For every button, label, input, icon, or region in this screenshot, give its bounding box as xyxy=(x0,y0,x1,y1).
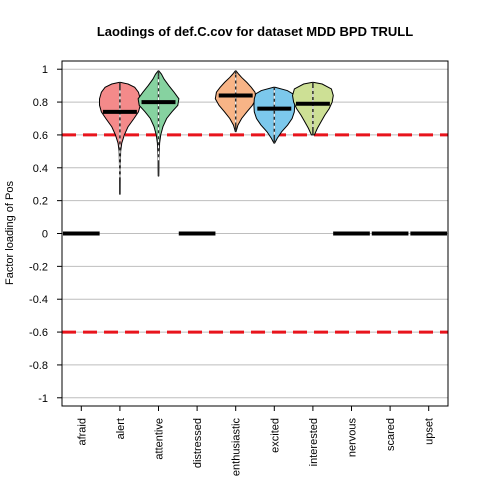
y-tick-label-7: -0.4 xyxy=(29,294,48,306)
y-tick-label-4: 0.2 xyxy=(33,196,48,208)
x-tick-label-enthusiastic: enthusiastic xyxy=(231,418,243,477)
x-tick-label-scared: scared xyxy=(385,418,397,451)
y-tick-label-3: 0.4 xyxy=(33,163,48,175)
x-tick-label-afraid: afraid xyxy=(76,418,88,446)
chart-title: Laodings of def.C.cov for dataset MDD BP… xyxy=(97,24,413,39)
x-axis: afraid alert attentive distressed enthusiast… xyxy=(76,406,435,476)
y-axis-label: Factor loading of Pos xyxy=(4,181,16,285)
y-tick-label-8: -0.6 xyxy=(29,327,48,339)
x-tick-label-nervous: nervous xyxy=(347,418,359,458)
x-tick-label-upset: upset xyxy=(424,418,436,445)
y-tick-label-0: 1 xyxy=(42,64,48,76)
x-tick-label-distressed: distressed xyxy=(192,418,204,468)
y-tick-label-5: 0 xyxy=(42,229,48,241)
violins xyxy=(100,71,334,194)
y-tick-label-10: -1 xyxy=(38,393,48,405)
y-tick-label-1: 0.8 xyxy=(33,97,48,109)
y-tick-label-9: -0.8 xyxy=(29,360,48,372)
x-tick-label-interested: interested xyxy=(308,418,320,466)
x-tick-label-excited: excited xyxy=(269,418,281,453)
x-tick-label-attentive: attentive xyxy=(154,418,166,460)
y-tick-label-2: 0.6 xyxy=(33,130,48,142)
y-axis: 1 0.8 0.6 0.4 0.2 0 -0.2 -0.4 -0.6 -0.8 -1 xyxy=(29,64,62,405)
x-tick-label-alert: alert xyxy=(115,418,127,439)
y-tick-label-6: -0.2 xyxy=(29,261,48,273)
